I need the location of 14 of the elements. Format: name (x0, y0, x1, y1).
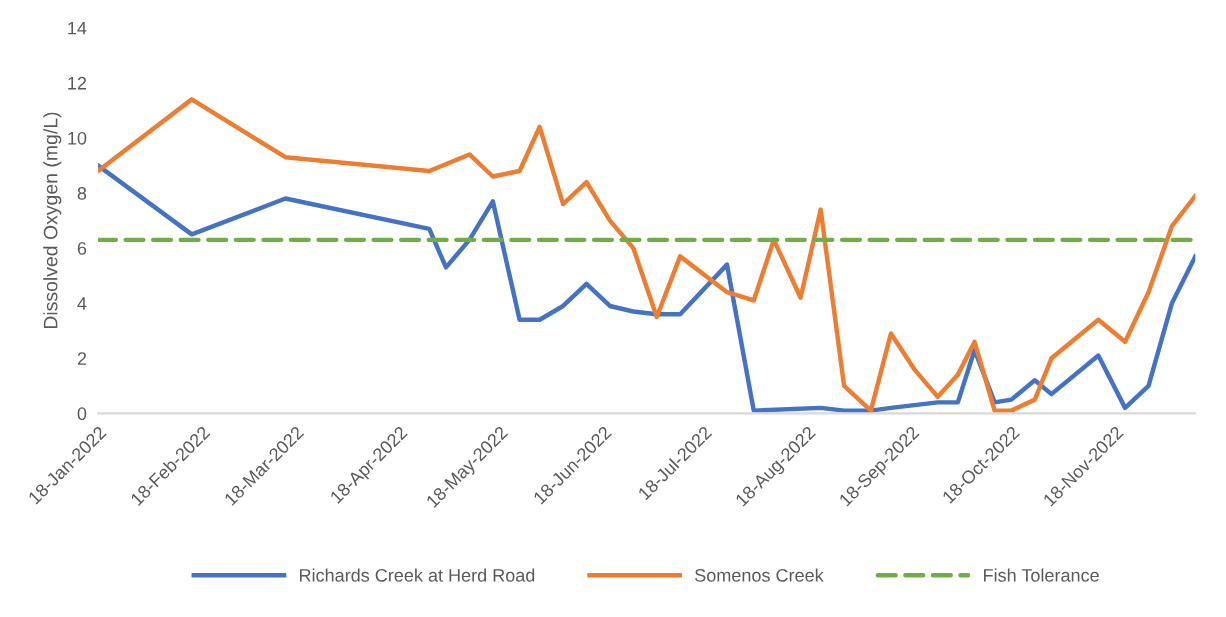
y-tick-label: 6 (77, 242, 87, 255)
legend-label: Somenos Creek (695, 568, 824, 582)
y-tick-label: 4 (77, 297, 87, 310)
y-tick-label: 14 (68, 21, 87, 35)
line-series (98, 163, 1196, 413)
y-tick-label: 8 (77, 186, 87, 200)
legend-label: Fish Tolerance (984, 568, 1099, 582)
y-tick-label: 2 (77, 352, 87, 365)
line-series (98, 97, 1196, 413)
y-tick-label: 0 (77, 407, 87, 421)
y-tick-label: 12 (68, 76, 87, 90)
y-axis-title: Dissolved Oxygen (mg/L) (43, 112, 62, 329)
legend-label: Richards Creek at Herd Road (299, 568, 535, 582)
y-tick-label: 10 (68, 131, 87, 145)
